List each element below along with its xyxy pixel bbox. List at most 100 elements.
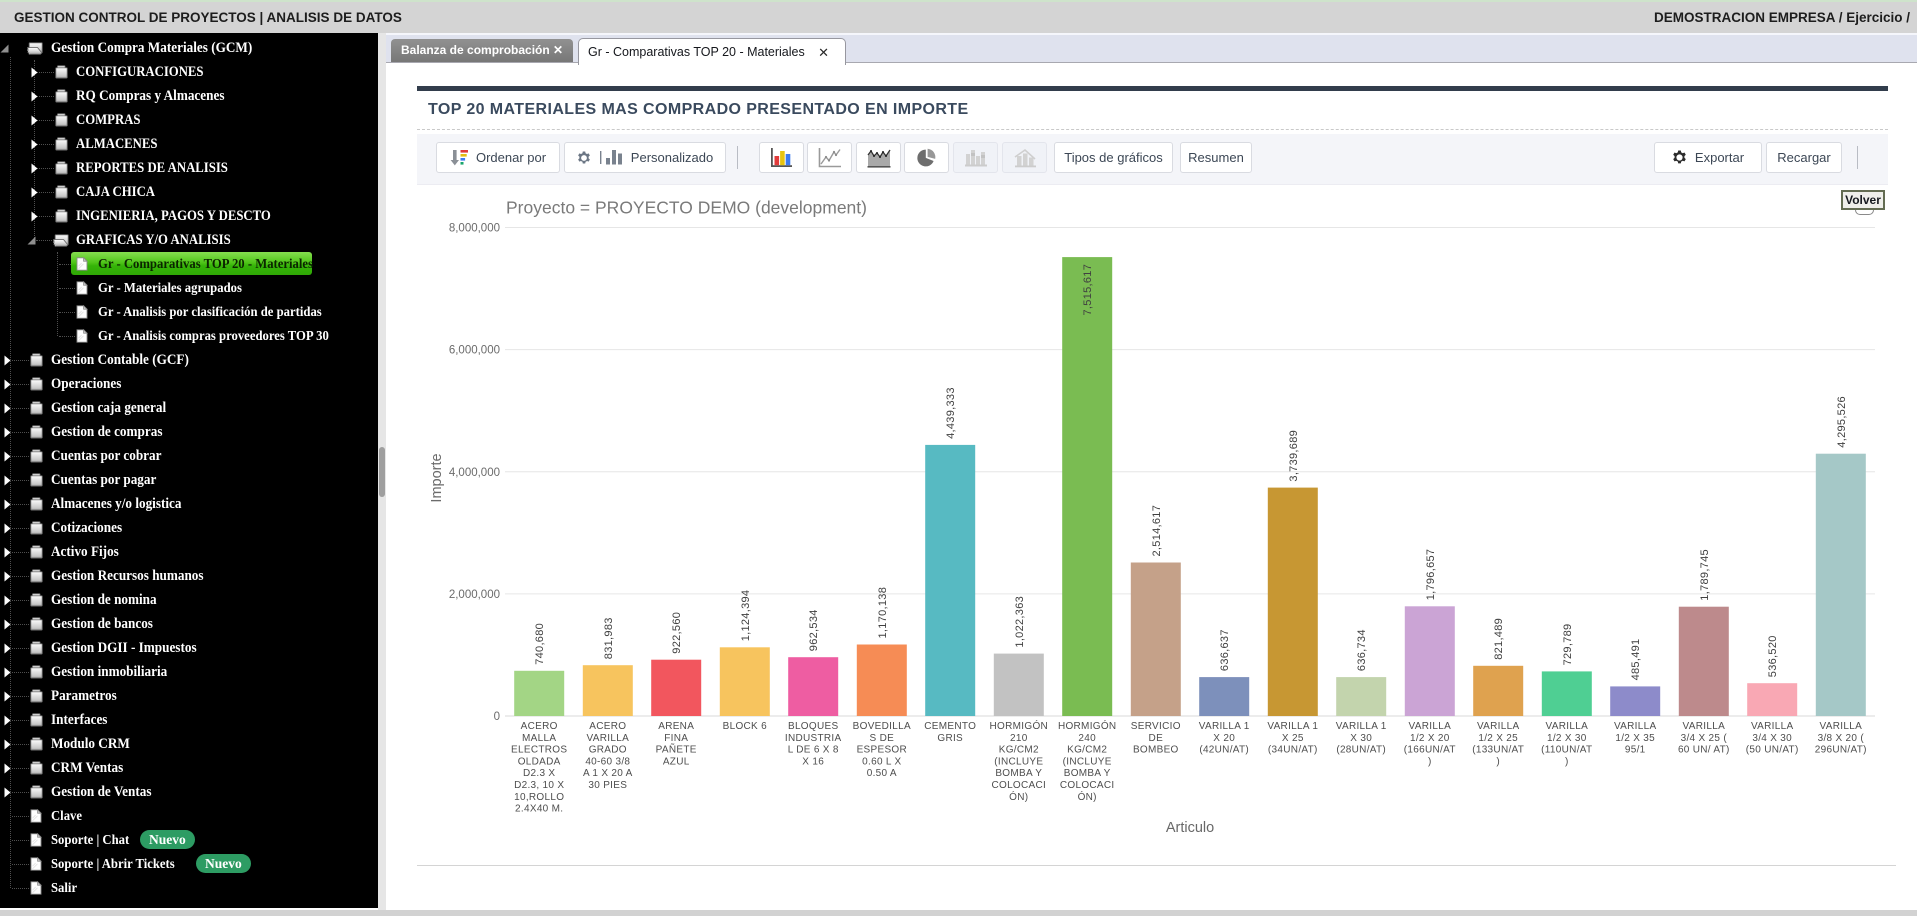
svg-text:VARILLA: VARILLA [1546,721,1589,732]
svg-text:2,000,000: 2,000,000 [449,589,500,601]
svg-text:60 UN/ AT): 60 UN/ AT) [1678,745,1730,756]
svg-text:1,022,363: 1,022,363 [1014,596,1026,648]
svg-text:0: 0 [494,711,500,723]
svg-text:7,515,617: 7,515,617 [1082,264,1094,316]
svg-text:S DE: S DE [870,733,895,744]
svg-text:): ) [1565,756,1569,767]
svg-text:(34UN/AT): (34UN/AT) [1268,745,1318,756]
svg-text:(50 UN/AT): (50 UN/AT) [1746,745,1799,756]
svg-text:VARILLA: VARILLA [1409,721,1452,732]
svg-text:1,789,745: 1,789,745 [1699,549,1711,601]
svg-text:10,ROLLO: 10,ROLLO [514,792,564,803]
svg-text:3/4 X 30: 3/4 X 30 [1752,733,1792,744]
svg-text:4,295,526: 4,295,526 [1836,396,1848,448]
svg-text:KG/CM2: KG/CM2 [1067,745,1107,756]
svg-text:(INCLUYE: (INCLUYE [1063,756,1112,767]
svg-text:COLOCACI: COLOCACI [991,780,1046,791]
svg-text:240: 240 [1078,733,1096,744]
svg-text:D2.3 X: D2.3 X [523,768,555,779]
svg-text:(133UN/AT: (133UN/AT [1472,745,1524,756]
svg-text:PAÑETE: PAÑETE [656,743,697,756]
svg-text:6,000,000: 6,000,000 [449,345,500,357]
svg-text:INDUSTRIA: INDUSTRIA [785,733,842,744]
svg-text:1/2 X 20: 1/2 X 20 [1410,733,1450,744]
svg-text:ELECTROS: ELECTROS [511,745,567,756]
svg-text:0.60 L X: 0.60 L X [862,756,901,767]
svg-text:4,000,000: 4,000,000 [449,467,500,479]
svg-text:1/2 X 35: 1/2 X 35 [1615,733,1655,744]
svg-text:3/8 X 20 (: 3/8 X 20 ( [1818,733,1865,744]
svg-text:962,534: 962,534 [808,609,820,651]
svg-text:SERVICIO: SERVICIO [1131,721,1181,732]
svg-text:D2.3, 10 X: D2.3, 10 X [514,780,564,791]
svg-text:3,739,689: 3,739,689 [1288,430,1300,482]
svg-text:HORMIGÓN: HORMIGÓN [990,719,1049,732]
svg-text:(166UN/AT: (166UN/AT [1404,745,1456,756]
svg-text:BLOCK 6: BLOCK 6 [723,721,767,732]
svg-text:KG/CM2: KG/CM2 [999,745,1039,756]
svg-text:485,491: 485,491 [1630,639,1642,681]
svg-text:821,489: 821,489 [1493,618,1505,660]
svg-text:L DE 6 X 8: L DE 6 X 8 [788,745,839,756]
svg-text:636,734: 636,734 [1356,629,1368,671]
svg-text:X 30: X 30 [1350,733,1372,744]
svg-text:210: 210 [1010,733,1028,744]
svg-text:831,983: 831,983 [603,617,615,659]
svg-text:40-60 3/8: 40-60 3/8 [585,756,630,767]
svg-text:VARILLA: VARILLA [587,733,630,744]
svg-text:(28UN/AT): (28UN/AT) [1336,745,1386,756]
svg-text:CEMENTO: CEMENTO [924,721,976,732]
svg-text:Articulo: Articulo [1166,820,1214,836]
svg-text:X 20: X 20 [1213,733,1235,744]
svg-text:8,000,000: 8,000,000 [449,223,500,235]
svg-text:ÓN): ÓN) [1078,790,1097,803]
svg-text:2.4X40 M.: 2.4X40 M. [515,804,563,815]
svg-text:(110UN/AT: (110UN/AT [1541,745,1592,756]
svg-text:ARENA: ARENA [658,721,694,732]
svg-text:(42UN/AT): (42UN/AT) [1199,745,1249,756]
svg-text:0.50 A: 0.50 A [867,768,897,779]
svg-text:VARILLA: VARILLA [1751,721,1794,732]
svg-text:BOMBA Y: BOMBA Y [1064,768,1111,779]
svg-text:VARILLA 1: VARILLA 1 [1199,721,1250,732]
svg-text:HORMIGÓN: HORMIGÓN [1058,719,1117,732]
svg-text:536,520: 536,520 [1767,635,1779,677]
svg-text:Proyecto = PROYECTO DEMO (deve: Proyecto = PROYECTO DEMO (development) [506,198,867,218]
svg-text:COLOCACI: COLOCACI [1060,780,1115,791]
svg-text:VARILLA 1: VARILLA 1 [1336,721,1387,732]
svg-text:ACERO: ACERO [521,721,558,732]
svg-text:OLDADA: OLDADA [518,756,561,767]
svg-text:FINA: FINA [664,733,688,744]
svg-text:2,514,617: 2,514,617 [1151,505,1163,557]
svg-text:VARILLA: VARILLA [1820,721,1863,732]
svg-text:ÓN): ÓN) [1009,790,1028,803]
svg-text:1,796,657: 1,796,657 [1425,549,1437,601]
svg-text:1,124,394: 1,124,394 [740,590,752,642]
svg-text:X 16: X 16 [802,756,824,767]
svg-text:4,439,333: 4,439,333 [945,387,957,439]
svg-text:AZUL: AZUL [663,756,690,767]
svg-text:30 PIES: 30 PIES [588,780,627,791]
svg-text:A 1 X 20 A: A 1 X 20 A [583,768,633,779]
svg-text:): ) [1428,756,1432,767]
svg-text:DE: DE [1149,733,1164,744]
svg-text:1/2 X 30: 1/2 X 30 [1547,733,1587,744]
svg-text:(INCLUYE: (INCLUYE [994,756,1043,767]
svg-text:BLOQUES: BLOQUES [788,721,838,732]
svg-text:1/2 X 25: 1/2 X 25 [1478,733,1518,744]
svg-text:BOMBEO: BOMBEO [1133,745,1179,756]
svg-text:VARILLA: VARILLA [1477,721,1520,732]
svg-text:): ) [1496,756,1500,767]
svg-text:729,789: 729,789 [1562,624,1574,666]
svg-text:1,170,138: 1,170,138 [877,587,889,639]
svg-text:VARILLA: VARILLA [1614,721,1657,732]
svg-text:636,637: 636,637 [1219,629,1231,671]
svg-text:BOVEDILLA: BOVEDILLA [853,721,911,732]
svg-text:MALLA: MALLA [522,733,556,744]
svg-text:GRADO: GRADO [589,745,627,756]
svg-text:740,680: 740,680 [534,623,546,665]
svg-text:Importe: Importe [429,453,445,502]
svg-text:GRIS: GRIS [937,733,963,744]
svg-text:95/1: 95/1 [1625,745,1646,756]
svg-text:VARILLA 1: VARILLA 1 [1267,721,1318,732]
